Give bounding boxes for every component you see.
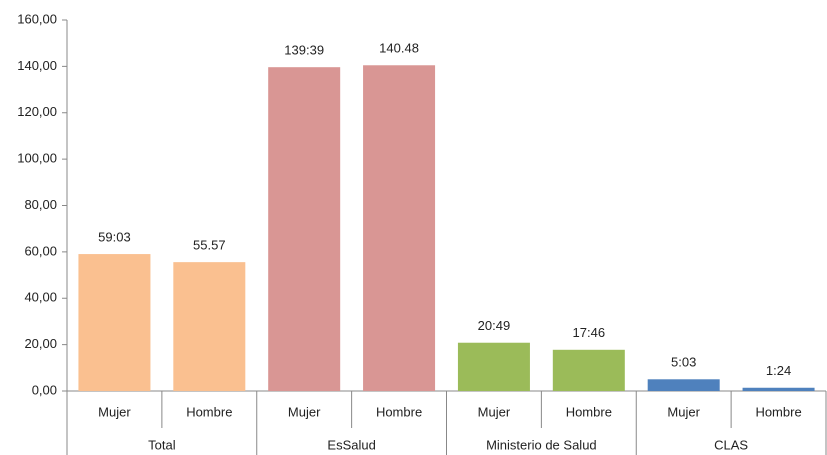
value-label: 1:24 — [766, 363, 791, 378]
y-tick-label: 100,00 — [17, 151, 57, 166]
bar — [742, 387, 815, 391]
group-label: Ministerio de Salud — [486, 437, 597, 452]
x-tick-label: Mujer — [667, 404, 700, 419]
bar — [363, 65, 436, 392]
group-label: Total — [148, 437, 176, 452]
x-tick-label: Hombre — [376, 404, 422, 419]
y-tick-label: 120,00 — [17, 104, 57, 119]
bar — [647, 379, 720, 391]
value-label: 139:39 — [284, 43, 324, 58]
group-label: CLAS — [714, 437, 748, 452]
value-label: 59:03 — [98, 230, 131, 245]
x-tick-label: Hombre — [186, 404, 232, 419]
y-tick-label: 0,00 — [32, 382, 57, 397]
y-tick-label: 60,00 — [24, 243, 57, 258]
group-label: EsSalud — [327, 437, 375, 452]
x-tick-label: Mujer — [478, 404, 511, 419]
value-label: 55.57 — [193, 238, 226, 253]
value-label: 20:49 — [478, 318, 511, 333]
bar — [78, 254, 151, 391]
y-tick-label: 80,00 — [24, 197, 57, 212]
x-tick-label: Hombre — [755, 404, 801, 419]
y-tick-label: 20,00 — [24, 336, 57, 351]
bar — [173, 262, 246, 391]
value-label: 140.48 — [379, 41, 419, 56]
value-label: 5:03 — [671, 355, 696, 370]
bar — [457, 342, 530, 391]
bar — [552, 349, 625, 391]
x-tick-label: Mujer — [98, 404, 131, 419]
bar — [268, 67, 341, 392]
y-tick-label: 160,00 — [17, 11, 57, 26]
x-tick-label: Mujer — [288, 404, 321, 419]
value-label: 17:46 — [573, 325, 606, 340]
y-tick-label: 140,00 — [17, 58, 57, 73]
x-tick-label: Hombre — [566, 404, 612, 419]
y-tick-label: 40,00 — [24, 290, 57, 305]
